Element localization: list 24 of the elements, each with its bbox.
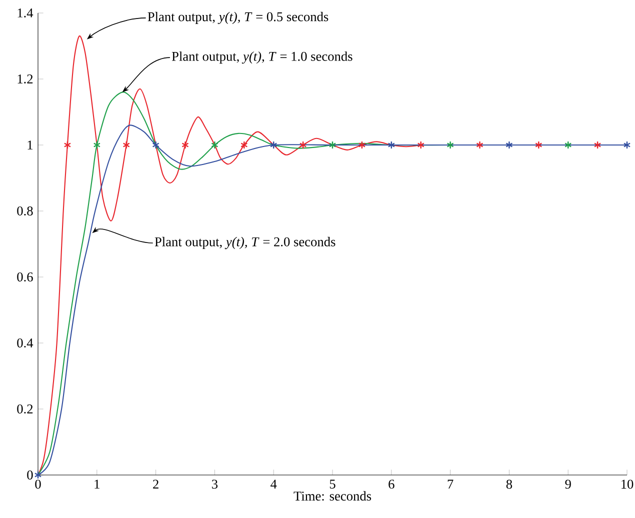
x-tick-label: 7: [448, 480, 454, 488]
annotation: Plant output, y(t), T = 0.5 seconds: [148, 12, 328, 24]
x-tick-label: 4: [270, 480, 277, 488]
x-tick-label: 1: [94, 480, 100, 489]
x-tick-label: 10: [622, 480, 634, 489]
line-series: [37, 36, 422, 476]
annotation: Plant output, y(t), T = 1.0 seconds: [172, 51, 352, 64]
x-tick-label: 3: [212, 480, 218, 489]
x-tick-label: 0: [35, 480, 41, 489]
y-tick-label: 1.2: [18, 74, 33, 84]
y-tick-label: 0.4: [17, 338, 34, 348]
x-tick-label: 9: [565, 480, 571, 489]
x-tick-label: 5: [330, 480, 336, 489]
x-axis-title: Time: seconds: [294, 491, 372, 501]
y-tick-label: 0.6: [17, 272, 33, 282]
y-tick-label: 0.8: [17, 206, 33, 216]
y-tick-label: 0: [27, 470, 33, 480]
y-tick-label: 1: [28, 140, 32, 150]
x-tick-label: 2: [153, 480, 158, 489]
y-tick-label: 1.4: [18, 8, 34, 18]
annotation: Plant output, y(t), T = 2.0 seconds: [154, 236, 336, 250]
x-tick-label: 6: [388, 480, 394, 489]
y-tick-label: 0.2: [17, 404, 33, 414]
x-tick-label: 8: [506, 480, 512, 489]
